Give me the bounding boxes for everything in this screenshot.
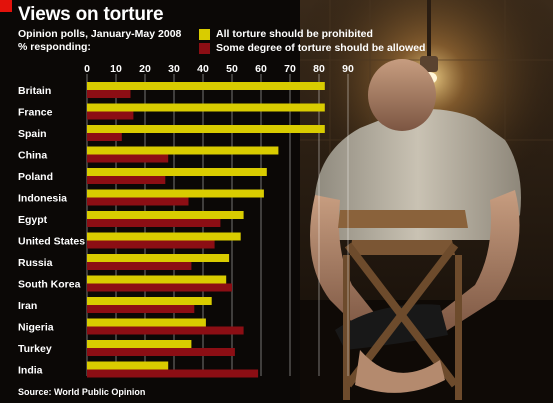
bar-allowed [87, 369, 259, 378]
x-tick-label: 40 [197, 63, 209, 75]
bar-prohibited [87, 211, 244, 219]
category-label: Britain [18, 85, 51, 97]
legend-item-allowed: Some degree of torture should be allowed [199, 42, 425, 54]
x-tick-label: 0 [84, 63, 90, 75]
bar-allowed [87, 348, 235, 356]
legend-item-prohibited: All torture should be prohibited [199, 28, 373, 40]
bar-allowed [87, 111, 134, 120]
bar-allowed [87, 283, 232, 292]
x-tick-label: 10 [110, 63, 122, 75]
category-label: India [18, 365, 43, 377]
category-label: South Korea [18, 279, 81, 291]
bar-prohibited [87, 318, 206, 327]
bar-prohibited [87, 125, 325, 133]
bar-prohibited [87, 82, 325, 90]
bar-allowed [87, 176, 166, 184]
legend-label-prohibited: All torture should be prohibited [216, 28, 373, 40]
bar-allowed [87, 197, 189, 206]
category-label: Turkey [18, 343, 52, 355]
bar-allowed [87, 305, 195, 313]
category-label: China [18, 150, 47, 162]
source-note: Source: World Public Opinion [18, 387, 146, 397]
category-label: France [18, 107, 53, 119]
bar-allowed [87, 133, 122, 141]
category-label: Egypt [18, 214, 48, 226]
legend-swatch-prohibited [199, 28, 210, 40]
x-tick-label: 70 [284, 63, 296, 75]
x-tick-label: 20 [139, 63, 151, 75]
x-tick-label: 50 [226, 63, 238, 75]
bar-prohibited [87, 340, 192, 348]
chart-subtitle: Opinion polls, January-May 2008 [18, 28, 182, 40]
x-tick-label: 80 [313, 63, 325, 75]
x-tick-label: 90 [342, 63, 354, 75]
bar-allowed [87, 240, 215, 249]
x-tick-label: 30 [168, 63, 180, 75]
bar-prohibited [87, 361, 169, 370]
legend-label-allowed: Some degree of torture should be allowed [216, 42, 426, 54]
category-label: Poland [18, 171, 53, 183]
bar-allowed [87, 219, 221, 227]
category-label: Indonesia [18, 193, 67, 205]
bar-allowed [87, 154, 169, 163]
category-label: United States [18, 236, 85, 248]
x-tick-label: 60 [255, 63, 267, 75]
bar-prohibited [87, 189, 264, 198]
bar-prohibited [87, 232, 241, 241]
brand-red-box [0, 0, 12, 12]
bar-prohibited [87, 146, 279, 155]
bar-allowed [87, 326, 244, 335]
bar-prohibited [87, 297, 212, 305]
bar-prohibited [87, 103, 325, 112]
bar-prohibited [87, 275, 227, 284]
bar-allowed [87, 262, 192, 270]
bar-prohibited [87, 254, 230, 262]
category-label: Russia [18, 257, 53, 269]
legend-swatch-allowed [199, 42, 210, 54]
category-label: Spain [18, 128, 47, 140]
category-label: Nigeria [18, 322, 54, 334]
bar-prohibited [87, 168, 267, 176]
unit-label: % responding: [18, 41, 91, 53]
category-label: Iran [18, 300, 37, 312]
chart-title: Views on torture [18, 4, 164, 25]
bar-allowed [87, 90, 131, 98]
